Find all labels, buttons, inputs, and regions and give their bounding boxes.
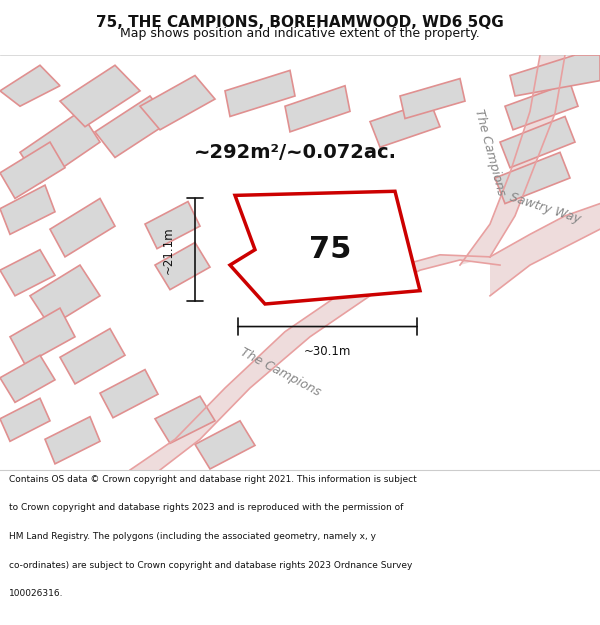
Text: ~292m²/~0.072ac.: ~292m²/~0.072ac.	[193, 143, 397, 162]
Text: HM Land Registry. The polygons (including the associated geometry, namely x, y: HM Land Registry. The polygons (includin…	[9, 532, 376, 541]
Polygon shape	[490, 204, 600, 296]
Polygon shape	[0, 355, 55, 402]
Text: co-ordinates) are subject to Crown copyright and database rights 2023 Ordnance S: co-ordinates) are subject to Crown copyr…	[9, 561, 412, 569]
Polygon shape	[195, 421, 255, 469]
Polygon shape	[0, 142, 65, 199]
Polygon shape	[510, 55, 600, 96]
Polygon shape	[20, 111, 100, 183]
Text: The Campions: The Campions	[238, 346, 322, 399]
Text: Contains OS data © Crown copyright and database right 2021. This information is : Contains OS data © Crown copyright and d…	[9, 474, 417, 484]
Text: 75: 75	[309, 235, 351, 264]
Text: ~30.1m: ~30.1m	[304, 345, 351, 358]
Polygon shape	[225, 71, 295, 116]
Polygon shape	[45, 417, 100, 464]
Polygon shape	[130, 255, 500, 470]
Polygon shape	[60, 65, 140, 127]
Text: ~21.1m: ~21.1m	[162, 226, 175, 274]
Polygon shape	[10, 308, 75, 364]
Text: 75, THE CAMPIONS, BOREHAMWOOD, WD6 5QG: 75, THE CAMPIONS, BOREHAMWOOD, WD6 5QG	[96, 16, 504, 31]
Text: Map shows position and indicative extent of the property.: Map shows position and indicative extent…	[120, 27, 480, 39]
Polygon shape	[0, 65, 60, 106]
Polygon shape	[140, 76, 215, 130]
Polygon shape	[145, 201, 200, 249]
Polygon shape	[370, 101, 440, 148]
Polygon shape	[285, 86, 350, 132]
Text: to Crown copyright and database rights 2023 and is reproduced with the permissio: to Crown copyright and database rights 2…	[9, 503, 403, 512]
Polygon shape	[95, 96, 170, 158]
Polygon shape	[0, 185, 55, 234]
Polygon shape	[100, 369, 158, 418]
Polygon shape	[30, 265, 100, 326]
Polygon shape	[155, 242, 210, 289]
Polygon shape	[0, 250, 55, 296]
Polygon shape	[0, 398, 50, 441]
Text: Sawtry Way: Sawtry Way	[508, 191, 582, 226]
Polygon shape	[155, 396, 215, 443]
Polygon shape	[500, 116, 575, 168]
Polygon shape	[495, 152, 570, 204]
Polygon shape	[230, 191, 420, 304]
Polygon shape	[505, 82, 578, 130]
Polygon shape	[400, 79, 465, 119]
Polygon shape	[60, 329, 125, 384]
Polygon shape	[460, 55, 565, 265]
Polygon shape	[50, 199, 115, 257]
Text: The Campions: The Campions	[472, 107, 508, 197]
Text: 100026316.: 100026316.	[9, 589, 64, 598]
